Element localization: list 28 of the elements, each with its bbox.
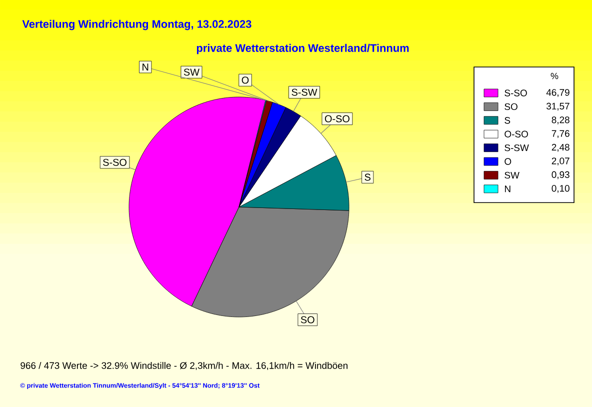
data-label: 2,48 xyxy=(552,144,570,152)
data-label: 31,57 xyxy=(546,102,570,111)
slice-label: SO xyxy=(300,316,314,324)
data-label: 2,07 xyxy=(552,158,570,166)
slice-label: SW xyxy=(184,68,200,76)
slice-label: N xyxy=(142,64,148,70)
data-label: 0,93 xyxy=(552,171,570,180)
legend-label: S xyxy=(504,117,510,124)
data-label: 7,76 xyxy=(552,130,570,138)
legend-label: SO xyxy=(504,103,518,110)
data-label: 0,10 xyxy=(552,184,570,193)
data-label: 8,28 xyxy=(552,116,570,124)
slice-label: S-SW xyxy=(292,88,318,96)
chart-subtitle: private Wetterstation Westerland/Tinnum xyxy=(196,44,409,54)
data-label: 46,79 xyxy=(546,89,570,97)
legend-label: N xyxy=(504,186,510,192)
legend-title: % xyxy=(550,72,558,80)
slice-label: O-SO xyxy=(324,115,350,122)
legend-label: SW xyxy=(504,172,520,179)
slice-label: O xyxy=(242,76,249,84)
legend-label: S-SO xyxy=(504,90,527,96)
legend-label: O xyxy=(504,158,512,165)
chart-title: Verteilung Windrichtung Montag, 13.02.2023 xyxy=(22,20,252,30)
legend-label: O-SO xyxy=(504,130,528,138)
legend-label: S-SW xyxy=(504,144,529,152)
text: 966 / 473 Werte -> 32.9% Windstille - Ø 2,3km/h - Max. 16,1km/h = Windböen xyxy=(20,362,348,370)
slice-label: S-SO xyxy=(103,158,126,166)
slice-label: S xyxy=(364,174,370,181)
